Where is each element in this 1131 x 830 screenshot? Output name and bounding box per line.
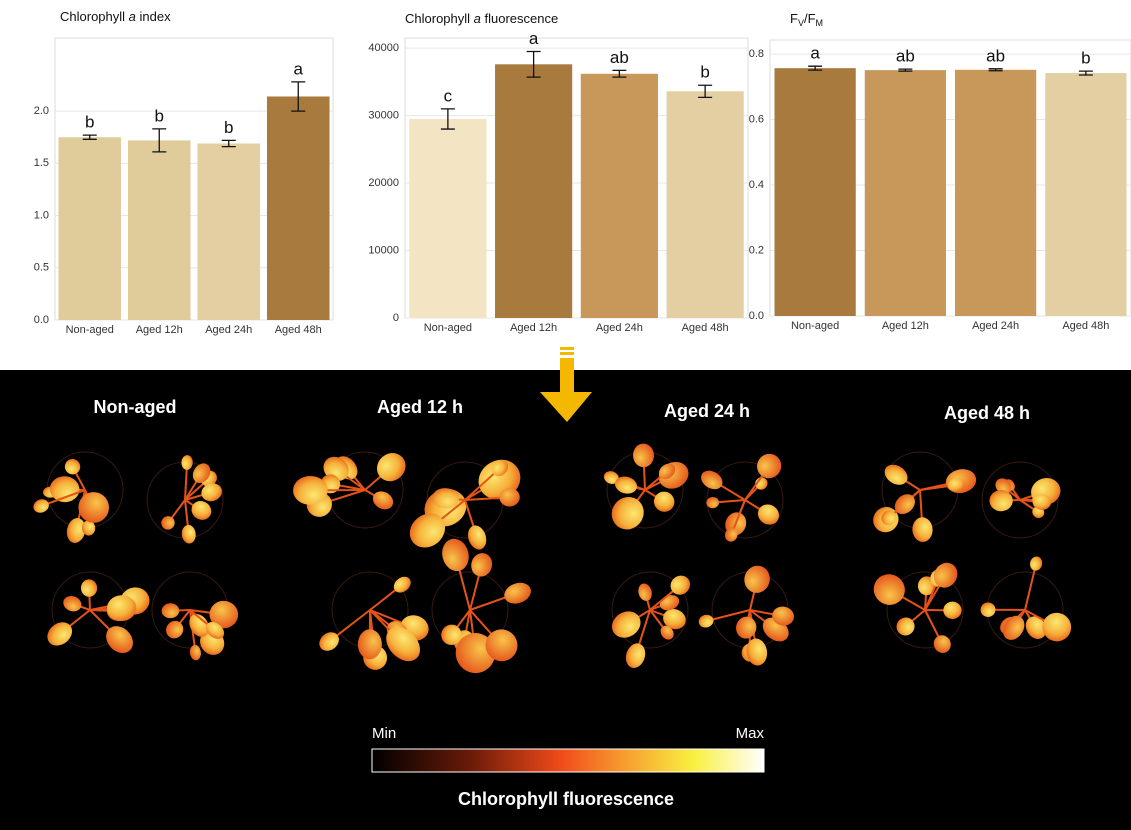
x-tick-label: Aged 48h [1062, 320, 1109, 332]
colorbar-title: Chlorophyll fluorescence [458, 789, 674, 809]
x-tick-label: Aged 24h [596, 322, 643, 334]
title-part: /F [804, 11, 816, 26]
bar [58, 137, 121, 320]
significance-letter: ab [610, 48, 629, 67]
x-tick-label: Aged 12h [510, 322, 557, 334]
panel-label: Aged 48 h [944, 403, 1030, 423]
chart-title: Chlorophyll a fluorescence [405, 11, 558, 26]
figure: Non-aged Aged 12 h Aged 24 h Aged 48 h M… [0, 0, 1131, 830]
bar [581, 74, 658, 318]
significance-letter: a [529, 29, 539, 48]
x-tick-label: Aged 12h [136, 324, 183, 336]
bar [865, 70, 946, 316]
y-tick-label: 30000 [368, 109, 399, 121]
chart-title: FV/FM [790, 11, 823, 28]
title-part: Chlorophyll [405, 11, 474, 26]
title-part: a [474, 11, 481, 26]
y-tick-label: 0.6 [749, 113, 764, 125]
panel-label: Aged 12 h [377, 397, 463, 417]
significance-letter: b [1081, 49, 1090, 68]
y-tick-label: 1.5 [34, 157, 49, 169]
y-tick-label: 0.0 [749, 310, 764, 322]
y-tick-label: 0.2 [749, 244, 764, 256]
bar [267, 96, 330, 320]
bar [775, 68, 856, 316]
x-tick-label: Aged 24h [205, 324, 252, 336]
significance-letter: b [224, 118, 233, 137]
title-part: index [136, 9, 171, 24]
bar [1045, 73, 1126, 316]
x-tick-label: Aged 12h [882, 320, 929, 332]
x-tick-label: Non-aged [791, 320, 839, 332]
bar [409, 119, 486, 318]
leaf [358, 629, 382, 659]
significance-letter: ab [986, 46, 1005, 65]
significance-letter: ab [896, 47, 915, 66]
x-tick-label: Aged 24h [972, 320, 1019, 332]
panel-label: Aged 24 h [664, 401, 750, 421]
panel-label: Non-aged [94, 397, 177, 417]
title-part: a [129, 9, 136, 24]
y-tick-label: 0.5 [34, 262, 49, 274]
y-tick-label: 0.8 [749, 48, 764, 60]
significance-letter: a [810, 44, 820, 63]
y-tick-label: 0 [393, 312, 399, 324]
bar [128, 140, 191, 320]
significance-letter: b [700, 63, 709, 82]
bar [495, 64, 572, 318]
title-part: F [790, 11, 798, 26]
colorbar-max: Max [736, 725, 765, 742]
significance-letter: b [85, 113, 94, 132]
significance-letter: a [294, 59, 304, 78]
y-tick-label: 0.0 [34, 314, 49, 326]
bar [197, 143, 260, 320]
y-tick-label: 40000 [368, 42, 399, 54]
y-tick-label: 20000 [368, 177, 399, 189]
significance-letter: b [155, 106, 164, 125]
chart-title: Chlorophyll a index [60, 9, 171, 24]
y-tick-label: 0.4 [749, 179, 764, 191]
leaf [293, 476, 328, 505]
y-tick-label: 10000 [368, 244, 399, 256]
x-tick-label: Aged 48h [682, 322, 729, 334]
arrow-stripe [560, 352, 574, 355]
colorbar [372, 749, 764, 772]
leaf [980, 602, 995, 617]
title-part: M [816, 18, 824, 28]
colorbar-min: Min [372, 725, 396, 742]
bar [955, 70, 1036, 316]
significance-letter: c [444, 86, 453, 105]
x-tick-label: Aged 48h [275, 324, 322, 336]
y-tick-label: 2.0 [34, 105, 49, 117]
x-tick-label: Non-aged [424, 322, 472, 334]
title-part: fluorescence [481, 11, 558, 26]
title-part: Chlorophyll [60, 9, 129, 24]
y-tick-label: 1.0 [34, 209, 49, 221]
x-tick-label: Non-aged [66, 324, 114, 336]
arrow-stripe [560, 347, 574, 350]
bar [667, 91, 744, 318]
